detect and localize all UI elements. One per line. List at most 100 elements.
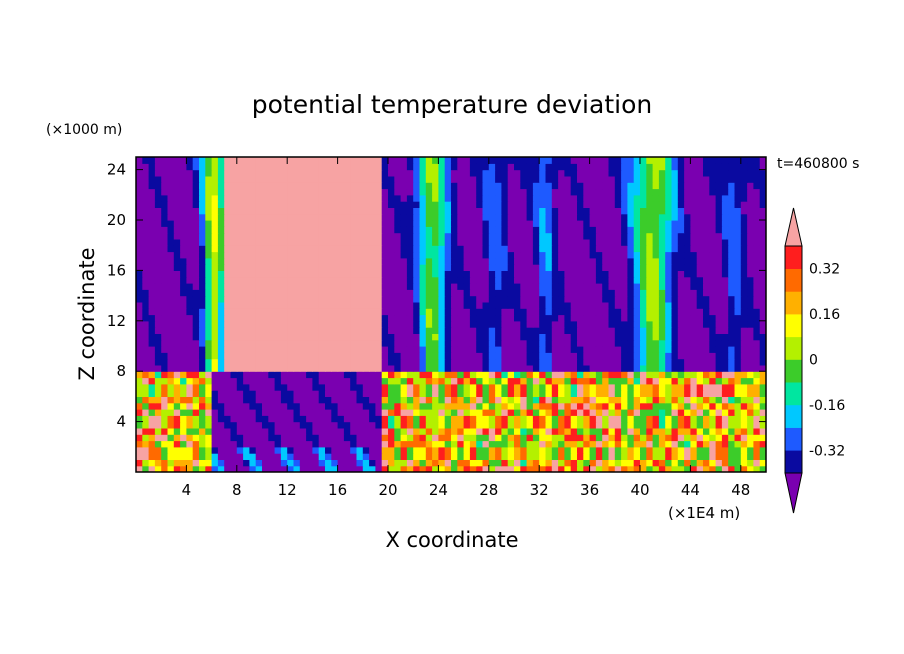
- heatmap-cell: [419, 358, 427, 366]
- heatmap-cell: [167, 194, 175, 202]
- heatmap-cell: [167, 396, 175, 404]
- heatmap-cell: [595, 339, 603, 347]
- heatmap-cell: [255, 459, 263, 467]
- heatmap-cell: [199, 427, 206, 435]
- heatmap-cell: [690, 251, 698, 259]
- heatmap-cell: [217, 289, 225, 297]
- heatmap-cell: [602, 238, 610, 246]
- heatmap-cell: [595, 251, 603, 259]
- heatmap-cell: [444, 465, 452, 472]
- heatmap-cell: [350, 327, 358, 334]
- heatmap-cell: [413, 245, 421, 253]
- heatmap-cell: [482, 251, 490, 259]
- heatmap-cell: [734, 434, 742, 442]
- heatmap-cell: [451, 289, 458, 297]
- heatmap-cell: [551, 402, 559, 410]
- heatmap-cell: [684, 320, 691, 328]
- heatmap-cell: [331, 320, 339, 328]
- heatmap-cell: [728, 201, 736, 208]
- heatmap-cell: [652, 245, 660, 253]
- heatmap-cell: [381, 320, 389, 328]
- heatmap-cell: [375, 283, 383, 290]
- heatmap-cell: [640, 232, 647, 240]
- heatmap-cell: [230, 194, 238, 202]
- heatmap-cell: [677, 409, 685, 416]
- heatmap-cell: [709, 453, 717, 460]
- heatmap-cell: [558, 434, 565, 442]
- heatmap-cell: [148, 352, 156, 360]
- heatmap-cell: [583, 238, 591, 246]
- heatmap-cell: [545, 427, 553, 435]
- heatmap-cell: [394, 289, 402, 297]
- heatmap-cell: [495, 446, 502, 454]
- heatmap-cell: [293, 201, 301, 208]
- heatmap-cell: [331, 465, 339, 472]
- heatmap-cell: [161, 194, 169, 202]
- heatmap-cell: [161, 169, 169, 177]
- heatmap-cell: [306, 459, 313, 467]
- heatmap-cell: [406, 415, 414, 423]
- heatmap-cell: [180, 295, 187, 303]
- heatmap-cell: [312, 421, 320, 429]
- heatmap-cell: [186, 327, 194, 334]
- heatmap-cell: [640, 339, 647, 347]
- heatmap-cell: [249, 339, 257, 347]
- heatmap-cell: [350, 409, 358, 416]
- heatmap-cell: [318, 333, 326, 341]
- heatmap-cell: [677, 264, 685, 271]
- heatmap-cell: [665, 213, 673, 221]
- heatmap-cell: [148, 257, 156, 265]
- heatmap-cell: [451, 182, 458, 190]
- heatmap-cell: [570, 257, 578, 265]
- heatmap-cell: [236, 201, 244, 208]
- heatmap-cell: [444, 226, 452, 234]
- heatmap-cell: [318, 314, 326, 322]
- heatmap-cell: [589, 358, 597, 366]
- heatmap-cell: [482, 295, 490, 303]
- heatmap-cell: [280, 207, 288, 215]
- heatmap-cell: [759, 390, 766, 397]
- heatmap-cell: [583, 289, 591, 297]
- heatmap-cell: [167, 390, 175, 397]
- heatmap-cell: [142, 220, 150, 227]
- heatmap-cell: [318, 182, 326, 190]
- heatmap-cell: [721, 409, 729, 416]
- heatmap-cell: [734, 264, 742, 271]
- heatmap-cell: [400, 182, 408, 190]
- heatmap-cell: [306, 383, 313, 391]
- heatmap-cell: [148, 427, 156, 435]
- heatmap-cell: [350, 446, 358, 454]
- heatmap-cell: [570, 289, 578, 297]
- heatmap-cell: [457, 352, 465, 360]
- heatmap-cell: [740, 182, 748, 190]
- heatmap-cell: [759, 377, 766, 385]
- heatmap-cell: [180, 201, 187, 208]
- heatmap-cell: [438, 396, 446, 404]
- heatmap-cell: [646, 276, 654, 284]
- heatmap-cell: [614, 333, 622, 341]
- heatmap-cell: [425, 207, 433, 215]
- heatmap-cell: [318, 188, 326, 196]
- heatmap-cell: [180, 226, 187, 234]
- heatmap-cell: [154, 364, 162, 372]
- heatmap-cell: [589, 213, 597, 221]
- heatmap-cell: [205, 465, 213, 472]
- heatmap-cell: [621, 301, 628, 309]
- heatmap-cell: [432, 251, 439, 259]
- heatmap-cell: [249, 390, 257, 397]
- heatmap-cell: [570, 415, 578, 423]
- heatmap-cell: [287, 402, 295, 410]
- heatmap-cell: [747, 264, 754, 271]
- heatmap-cell: [243, 201, 250, 208]
- heatmap-cell: [564, 283, 572, 290]
- heatmap-cell: [488, 289, 496, 297]
- heatmap-cell: [476, 188, 484, 196]
- heatmap-cell: [608, 371, 616, 379]
- heatmap-cell: [369, 207, 376, 215]
- heatmap-cell: [413, 289, 421, 297]
- heatmap-cell: [274, 226, 282, 234]
- heatmap-cell: [463, 232, 471, 240]
- heatmap-cell: [199, 308, 206, 316]
- heatmap-cell: [721, 188, 729, 196]
- heatmap-cell: [413, 364, 421, 372]
